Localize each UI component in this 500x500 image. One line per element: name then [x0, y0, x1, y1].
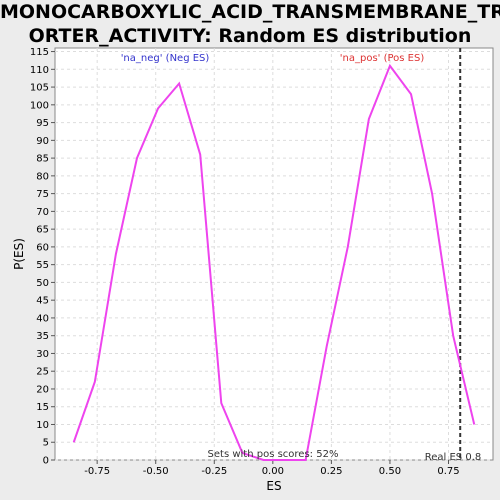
y-tick-label: 80: [36, 171, 49, 182]
y-tick-label: 30: [36, 349, 49, 360]
x-tick-label: 0.75: [437, 466, 459, 477]
series-line: [72, 63, 476, 461]
x-tick-label: -0.25: [201, 466, 227, 477]
y-tick-label: 25: [36, 367, 49, 378]
pos-scores-label: Sets with pos scores: 52%: [208, 449, 339, 460]
y-tick-label: 105: [30, 83, 49, 94]
x-axis-ticks: -0.75 -0.50 -0.25 0.00 0.25 0.50 0.75: [84, 460, 460, 477]
chart-title-line-2: ORTER_ACTIVITY: Random ES distribution: [28, 25, 472, 47]
grid-lines: [55, 48, 493, 461]
y-tick-label: 110: [30, 65, 49, 76]
y-tick-label: 35: [36, 331, 49, 342]
y-tick-label: 15: [36, 402, 49, 413]
y-tick-label: 10: [36, 420, 49, 431]
y-tick-label: 50: [36, 278, 49, 289]
chart-title: MONOCARBOXYLIC_ACID_TRANSMEMBRANE_TRANSP…: [0, 0, 500, 48]
x-tick-label: 0.50: [379, 466, 401, 477]
x-axis-label: ES: [266, 479, 281, 493]
y-tick-label: 85: [36, 154, 49, 165]
y-axis-ticks: 0 5 10 15 20 25 30 35 40 45 50 55 60 65 70 75 80 85 90 95 10…: [30, 47, 55, 467]
y-tick-label: 20: [36, 384, 49, 395]
y-tick-label: 55: [36, 260, 49, 271]
y-tick-label: 45: [36, 296, 49, 307]
plot-area: [54, 47, 494, 461]
x-tick-label: 0.25: [320, 466, 342, 477]
y-tick-label: 100: [30, 100, 49, 111]
y-tick-label: 75: [36, 189, 49, 200]
y-tick-label: 40: [36, 313, 49, 324]
y-tick-label: 115: [30, 47, 49, 58]
y-tick-label: 70: [36, 207, 49, 218]
x-tick-label: -0.75: [84, 466, 110, 477]
chart-title-line-1: MONOCARBOXYLIC_ACID_TRANSMEMBRANE_TRANSP: [0, 1, 500, 23]
real-es-label: Real ES 0.8: [425, 452, 481, 463]
y-tick-label: 95: [36, 118, 49, 129]
y-tick-label: 90: [36, 136, 49, 147]
y-tick-label: 0: [43, 456, 49, 467]
y-tick-label: 65: [36, 225, 49, 236]
x-tick-label: -0.50: [143, 466, 169, 477]
y-tick-label: 60: [36, 242, 49, 253]
pos-es-label: 'na_pos' (Pos ES): [340, 53, 425, 64]
y-axis-label: P(ES): [12, 238, 26, 270]
x-tick-label: 0.00: [262, 466, 284, 477]
y-tick-label: 5: [43, 438, 49, 449]
neg-es-label: 'na_neg' (Neg ES): [121, 53, 210, 64]
